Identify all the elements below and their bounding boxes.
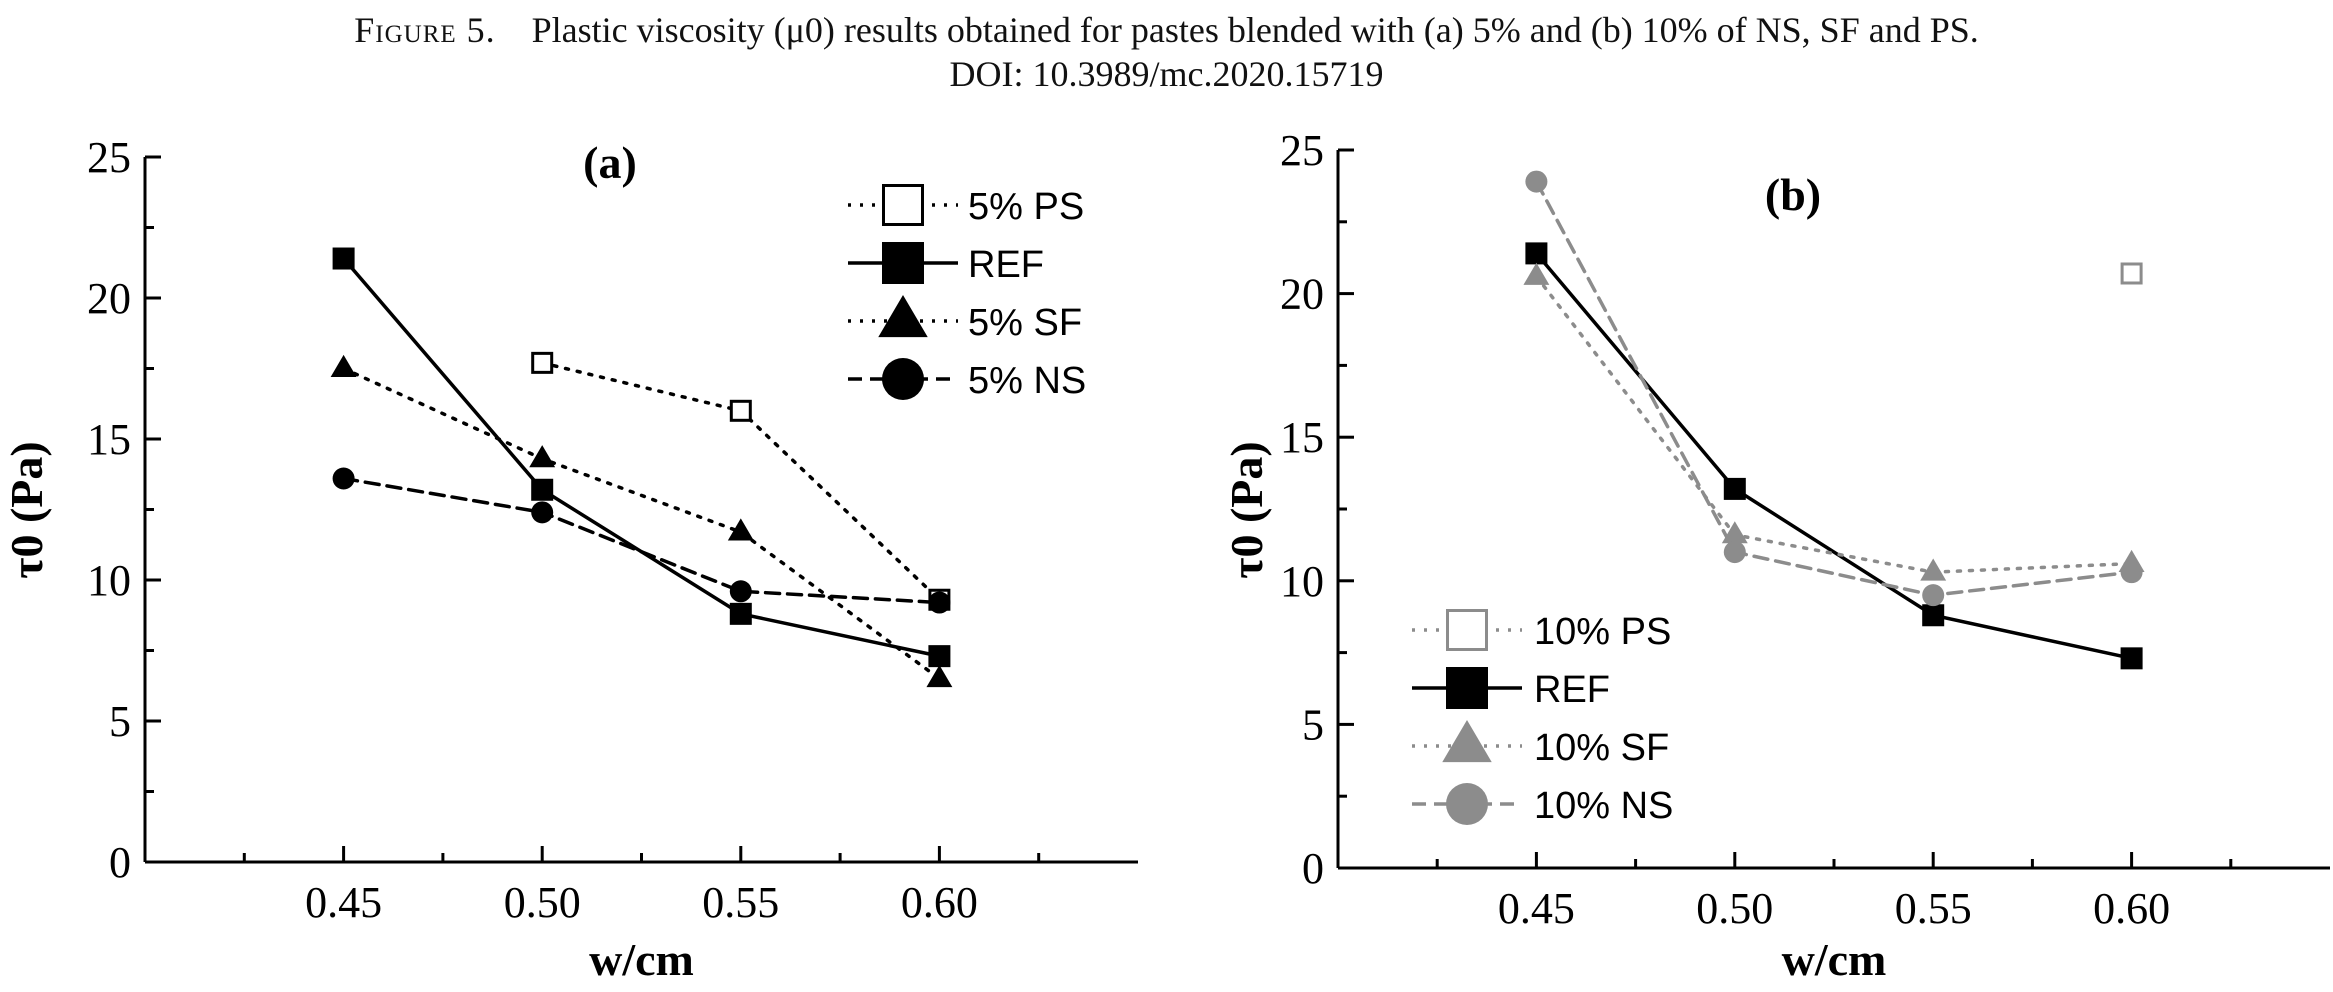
y-tick-label-a-5: 25 xyxy=(87,133,131,182)
data-point-a-2-3 xyxy=(926,665,953,688)
chart-panel-b: 0 5 10 15 20 25 0.45 0.50 0.55 0.60 w/cm τ0 (Pa) (b)… xyxy=(1221,126,2330,985)
x-tick-label-a-3: 0.60 xyxy=(901,878,978,927)
data-point-a-1-1 xyxy=(531,478,554,501)
x-axis-label-b: w/cm xyxy=(1782,934,1887,985)
legend-marker-a-2 xyxy=(878,294,928,338)
data-point-a-2-0 xyxy=(330,354,357,377)
series-line-b-1 xyxy=(1534,251,2134,661)
series-line-a-3 xyxy=(341,476,942,605)
y-tick-label-b-1: 5 xyxy=(1302,700,1324,749)
data-point-a-3-1 xyxy=(531,501,554,524)
y-tick-label-b-4: 20 xyxy=(1280,270,1324,319)
legend-b: 10% PS REF 10% SF 10% NS xyxy=(1412,609,1673,827)
panel-label-b: (b) xyxy=(1765,169,1821,220)
legend-marker-a-3 xyxy=(882,358,924,400)
chart-panel-a: 0 5 10 15 20 25 0.45 0.50 0.55 0.60 w/cm τ0 (Pa) (a)… xyxy=(1,133,1138,985)
legend-label-b-0: 10% PS xyxy=(1534,611,1671,653)
figure-caption: Figure 5. Plastic viscosity (μ0) results… xyxy=(0,8,2333,96)
caption-text: Plastic viscosity (μ0) results obtained … xyxy=(531,10,1979,50)
data-point-a-3-0 xyxy=(332,467,355,490)
series-line-a-2 xyxy=(341,366,942,681)
data-point-b-0-0 xyxy=(2120,262,2143,285)
x-tick-label-a-0: 0.45 xyxy=(305,878,382,927)
legend-label-a-3: 5% NS xyxy=(968,360,1086,402)
series-a-1 xyxy=(332,247,951,668)
legend-label-b-1: REF xyxy=(1534,669,1610,711)
legend-label-a-0: 5% PS xyxy=(968,186,1084,228)
legend-label-a-2: 5% SF xyxy=(968,302,1082,344)
data-point-b-1-0 xyxy=(1525,242,1548,265)
y-tick-label-a-2: 10 xyxy=(87,556,131,605)
x-tick-label-b-0: 0.45 xyxy=(1498,884,1575,933)
data-point-b-3-1 xyxy=(1723,541,1746,564)
data-point-a-0-0 xyxy=(531,351,554,374)
caption-line-1: Figure 5. Plastic viscosity (μ0) results… xyxy=(0,8,2333,52)
series-b-3 xyxy=(1525,170,2143,607)
y-tick-label-b-2: 10 xyxy=(1280,557,1324,606)
series-a-3 xyxy=(332,467,951,614)
y-tick-label-b-5: 25 xyxy=(1280,126,1324,175)
panel-label-a: (a) xyxy=(583,137,637,188)
series-b-0 xyxy=(2120,262,2143,285)
x-tick-label-a-2: 0.55 xyxy=(702,878,779,927)
data-point-a-1-3 xyxy=(928,645,951,668)
legend-marker-a-0 xyxy=(882,184,924,226)
legend-label-b-2: 10% SF xyxy=(1534,727,1669,769)
data-point-b-1-3 xyxy=(2120,647,2143,670)
series-b-1 xyxy=(1525,242,2143,670)
y-tick-label-a-3: 15 xyxy=(87,415,131,464)
data-point-a-2-2 xyxy=(727,518,754,541)
legend-marker-b-3 xyxy=(1446,783,1488,825)
y-tick-label-a-0: 0 xyxy=(109,838,131,887)
series-line-b-2 xyxy=(1534,274,2134,574)
legend-marker-a-1 xyxy=(882,242,924,284)
y-tick-label-b-0: 0 xyxy=(1302,844,1324,893)
data-point-b-3-2 xyxy=(1922,584,1945,607)
data-point-a-3-2 xyxy=(729,580,752,603)
data-point-b-3-0 xyxy=(1525,170,1548,193)
data-point-a-1-2 xyxy=(729,602,752,625)
y-axis-label-b: τ0 (Pa) xyxy=(1221,441,1272,578)
x-axis-label-a: w/cm xyxy=(589,934,694,985)
data-point-b-1-2 xyxy=(1922,604,1945,627)
legend-label-b-3: 10% NS xyxy=(1534,785,1673,827)
data-point-a-3-3 xyxy=(928,591,951,614)
series-line-a-1 xyxy=(341,256,942,658)
x-tick-label-b-3: 0.60 xyxy=(2093,884,2170,933)
data-point-a-1-0 xyxy=(332,247,355,270)
y-tick-label-a-1: 5 xyxy=(109,697,131,746)
series-line-a-0 xyxy=(540,361,942,602)
x-tick-label-b-2: 0.55 xyxy=(1895,884,1972,933)
data-point-a-0-1 xyxy=(729,399,752,422)
y-tick-label-a-4: 20 xyxy=(87,274,131,323)
data-point-b-3-3 xyxy=(2120,561,2143,584)
data-point-b-2-0 xyxy=(1523,262,1550,285)
legend-label-a-1: REF xyxy=(968,244,1044,286)
x-tick-label-a-1: 0.50 xyxy=(504,878,581,927)
y-axis-label-a: τ0 (Pa) xyxy=(1,441,52,578)
caption-label: Figure 5. xyxy=(354,10,496,50)
legend-marker-b-2 xyxy=(1442,719,1492,763)
data-point-b-1-1 xyxy=(1723,477,1746,500)
caption-doi: DOI: 10.3989/mc.2020.15719 xyxy=(949,54,1384,94)
legend-marker-b-1 xyxy=(1446,667,1488,709)
x-tick-label-b-1: 0.50 xyxy=(1696,884,1773,933)
legend-marker-b-0 xyxy=(1446,609,1488,651)
series-line-b-3 xyxy=(1534,179,2134,597)
data-point-b-2-2 xyxy=(1920,558,1947,581)
series-a-2 xyxy=(330,354,953,688)
data-point-a-2-1 xyxy=(529,445,556,468)
y-tick-label-b-3: 15 xyxy=(1280,413,1324,462)
series-b-2 xyxy=(1523,262,2145,581)
legend-a: 5% PS REF 5% SF 5% NS xyxy=(848,184,1086,402)
